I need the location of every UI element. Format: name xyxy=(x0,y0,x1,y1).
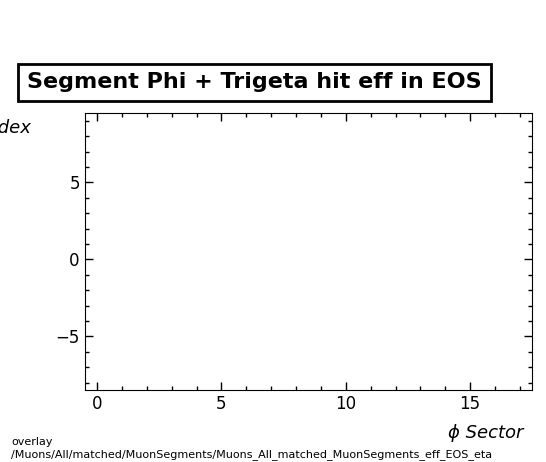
Text: Segment Phi + Trigeta hit eff in EOS: Segment Phi + Trigeta hit eff in EOS xyxy=(27,73,482,92)
Text: overlay
/Muons/All/matched/MuonSegments/Muons_All_matched_MuonSegments_eff_EOS_e: overlay /Muons/All/matched/MuonSegments/… xyxy=(11,437,492,460)
X-axis label: ϕ Sector: ϕ Sector xyxy=(448,424,524,442)
Y-axis label: η Index: η Index xyxy=(0,119,31,137)
